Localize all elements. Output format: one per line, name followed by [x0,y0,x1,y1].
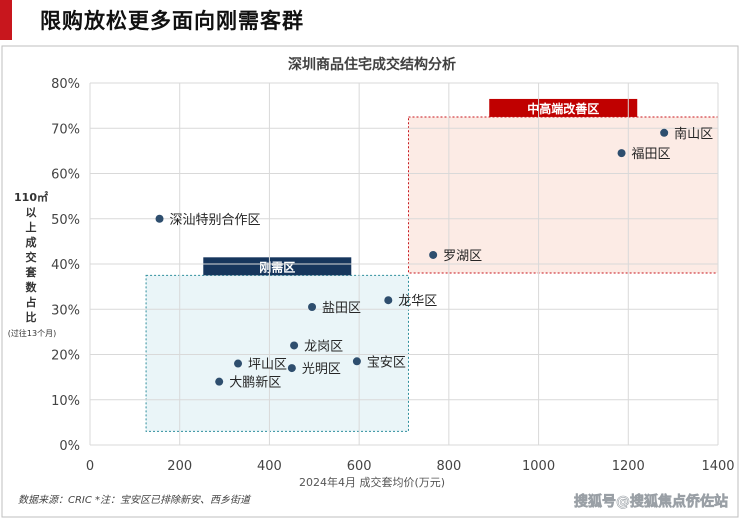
point-label: 罗湖区 [443,249,482,264]
source-note: 数据来源：CRIC *注：宝安区已排除新安、西乡街道 [18,494,252,506]
point-label: 光明区 [302,362,341,377]
x-tick-label: 1400 [701,459,734,474]
zone-tag-label: 中高端改善区 [527,101,599,116]
data-point [155,214,164,223]
data-point [384,296,393,305]
zone-box [145,274,409,432]
x-tick-label: 200 [167,459,192,474]
data-point [660,128,669,137]
data-point [290,341,299,350]
zone-box [407,116,719,274]
point-label: 龙华区 [398,294,437,309]
point-label: 深汕特别合作区 [170,213,261,228]
y-tick-label: 0% [59,439,80,454]
data-point [287,364,296,373]
zone-tag [489,98,638,117]
data-point [429,250,438,259]
x-tick-label: 800 [436,459,461,474]
zone-tag [203,257,352,276]
y-tick-label: 30% [51,303,80,318]
header-accent-bar [0,0,12,40]
data-point [617,149,626,158]
y-tick-label: 20% [51,349,80,364]
point-label: 坪山区 [248,358,287,373]
data-point [234,359,243,368]
y-label-char: 套 [26,265,38,279]
y-tick-label: 70% [51,122,80,137]
y-tick-label: 50% [51,213,80,228]
point-label: 龙岗区 [304,339,343,354]
x-tick-label: 1200 [612,459,645,474]
y-tick-label: 10% [51,394,80,409]
ticks-layer: 0% 10% 20% 30% 40% 50% 60% 70% 80% 0 200 400 600 800 1… [51,77,734,474]
watermark: 搜狐号@搜狐焦点侨佐站 [574,493,728,510]
data-point [308,302,317,311]
y-label-char: 110㎡ [14,190,48,204]
data-point [352,357,361,366]
y-tick-label: 60% [51,168,80,183]
chart-title: 深圳商品住宅成交结构分析 [288,56,456,73]
page-title: 限购放松更多面向刚需客群 [40,9,304,33]
grid-layer [89,82,719,446]
y-label-char: 以 [26,206,37,219]
y-tick-label: 80% [51,77,80,92]
data-point [215,377,224,386]
y-label-char: 交 [26,250,37,264]
point-label: 福田区 [632,147,671,162]
x-tick-label: 0 [86,459,94,474]
y-label-char: 数 [26,280,38,294]
x-axis-label: 2024年4月 成交套均价(万元) [299,475,445,489]
x-tick-label: 400 [257,459,282,474]
y-label-note: (过往13个月) [8,328,56,338]
zone-tag-label: 刚需区 [259,260,295,274]
y-label-char: 成 [26,235,37,249]
point-label: 宝安区 [367,355,406,370]
y-label-char: 比 [26,310,37,324]
chart-panel: 深圳商品住宅成交结构分析 中高端改善区刚需区 0% 10% 20% 30% 40% 50%… [0,44,740,519]
x-tick-label: 1000 [522,459,555,474]
x-tick-label: 600 [347,459,372,474]
point-label: 大鹏新区 [229,375,281,391]
y-tick-label: 40% [51,258,80,273]
y-label-char: 上 [26,220,37,234]
y-label-char: 占 [26,295,37,309]
point-label: 南山区 [674,126,713,142]
point-label: 盐田区 [322,301,361,316]
